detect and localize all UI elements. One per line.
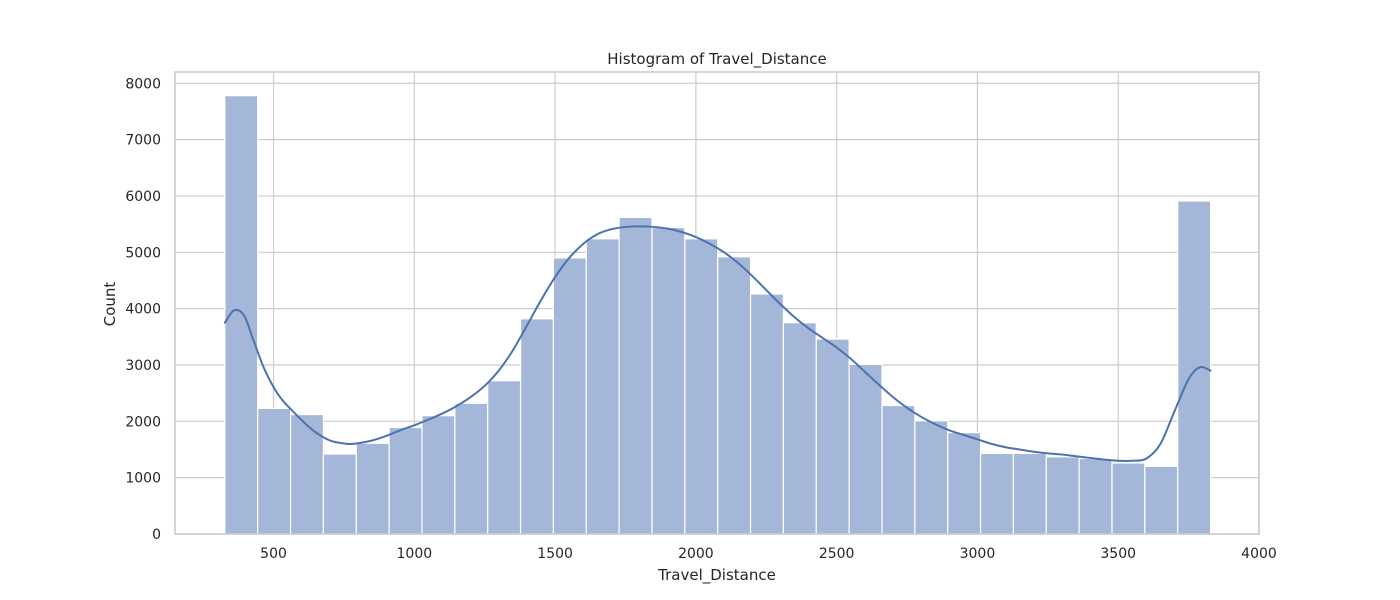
histogram-bar-5 [388,426,423,535]
histogram-bar-3 [322,453,357,535]
histogram-bar-14 [684,238,719,535]
histogram-bars [224,95,1212,535]
histogram-bar-11 [585,238,620,535]
y-tick-label-0: 0 [152,527,161,543]
kde-line [223,225,1212,462]
y-axis-label: Count [101,282,119,327]
chart-title: Histogram of Travel_Distance [607,50,827,69]
histogram-bar-26 [1078,457,1113,535]
x-tick-label-1: 1000 [397,546,433,562]
y-tick-label-5: 5000 [125,245,161,261]
histogram-bar-6 [421,415,456,535]
y-tick-label-2: 2000 [125,414,161,430]
histogram-bar-7 [454,402,489,535]
x-axis-label: Travel_Distance [657,566,776,585]
histogram-bar-27 [1111,462,1146,535]
axes-frame [174,71,1260,535]
histogram-bar-16 [749,293,785,535]
histogram-bar-15 [717,256,752,535]
histogram-bar-24 [1012,452,1047,535]
x-tick-label-5: 3000 [960,546,996,562]
y-tick-label-4: 4000 [125,302,161,318]
histogram-bar-28 [1144,465,1179,535]
x-tick-label-2: 1500 [537,546,573,562]
plot-frame [174,71,1260,535]
histogram-bar-17 [782,322,817,535]
x-tick-label-3: 2000 [678,546,714,562]
histogram-bar-13 [651,226,686,535]
histogram-bar-20 [881,404,916,535]
y-tick-label-7: 7000 [125,133,161,149]
histogram-bar-25 [1045,456,1080,535]
y-tick-label-8: 8000 [125,76,161,92]
kde-curve-group [223,225,1212,462]
histogram-bar-21 [914,420,949,535]
x-tick-label-6: 3500 [1100,546,1136,562]
histogram-bar-12 [618,216,653,535]
histogram-bar-18 [815,338,850,535]
y-tick-label-3: 3000 [125,358,161,374]
histogram-bar-22 [947,431,982,535]
histogram-bar-9 [519,318,555,535]
histogram-bar-19 [848,363,883,535]
x-tick-label-4: 2500 [819,546,855,562]
y-tick-label-1: 1000 [125,471,161,487]
histogram-bar-2 [289,413,325,535]
x-tick-label-0: 500 [260,546,287,562]
tick-labels: 500 1000 1500 2000 2500 3000 3500 4000 0 1000 2000… [125,76,1276,562]
histogram-bar-10 [552,257,587,535]
histogram-bar-8 [487,380,522,535]
histogram-bar-23 [979,452,1015,535]
x-tick-label-7: 4000 [1241,546,1277,562]
histogram-bar-4 [355,442,390,535]
histogram-bar-1 [257,407,292,535]
y-tick-label-6: 6000 [125,189,161,205]
